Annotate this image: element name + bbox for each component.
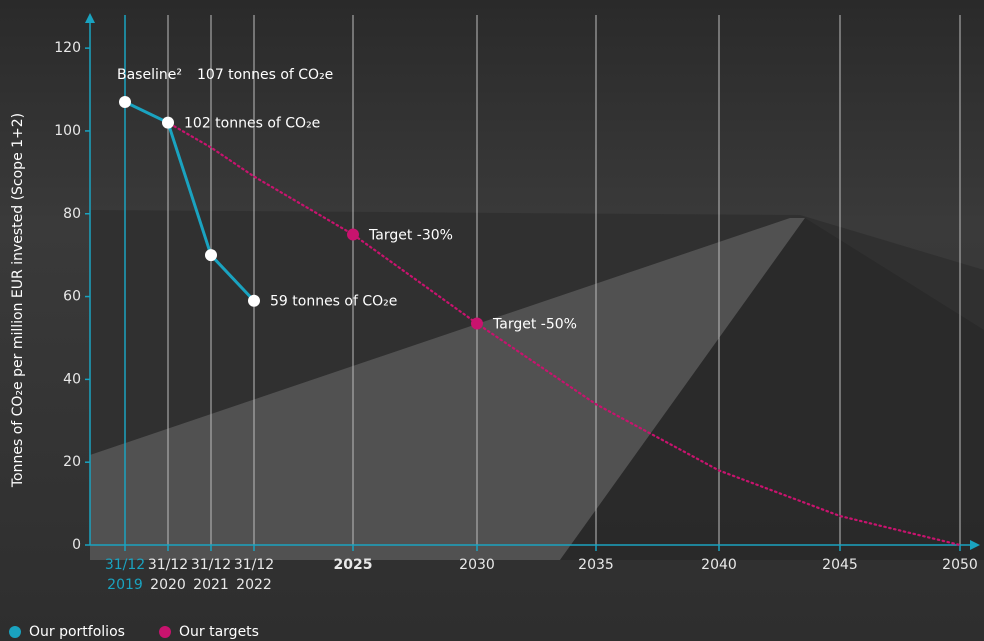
portfolio-point	[205, 249, 217, 262]
portfolio-point	[248, 294, 260, 307]
legend-swatch	[159, 626, 171, 638]
x-tick-label: 2045	[822, 557, 858, 573]
legend-swatch	[9, 626, 21, 638]
value-label: 59 tonnes of CO₂e	[270, 294, 397, 310]
background-road	[90, 218, 805, 560]
y-tick-label: 80	[63, 206, 81, 222]
x-tick-label: 2050	[942, 557, 978, 573]
target-label: Target -30%	[368, 227, 453, 243]
target-line	[123, 100, 962, 547]
y-tick-label: 0	[72, 537, 81, 553]
y-axis-label: Tonnes of CO₂e per million EUR invested …	[10, 113, 26, 488]
baseline-annotation: Baseline²	[117, 67, 182, 83]
y-tick-label: 60	[63, 289, 81, 305]
x-axis-arrow	[970, 540, 980, 550]
y-tick-label: 20	[63, 454, 81, 470]
y-tick-label: 100	[54, 123, 81, 139]
background-slope	[560, 218, 984, 560]
y-tick-label: 40	[63, 371, 81, 387]
y-axis-arrow	[85, 13, 95, 23]
portfolio-point	[119, 95, 131, 108]
x-tick-label: 2030	[459, 557, 495, 573]
value-label: 107 tonnes of CO₂e	[197, 67, 333, 83]
x-tick-label: 31/12 2021	[191, 557, 231, 593]
x-tick-label: 2025	[334, 557, 373, 573]
x-tick-label: 31/12 2022	[234, 557, 274, 593]
target-point	[471, 317, 483, 330]
portfolio-point	[162, 116, 174, 129]
legend-label: Our targets	[179, 624, 259, 640]
x-tick-label: 31/12 2019	[105, 557, 145, 593]
target-label: Target -50%	[492, 316, 577, 332]
x-tick-label: 2040	[701, 557, 737, 573]
x-tick-label: 31/12 2020	[148, 557, 188, 593]
x-tick-label: 2035	[578, 557, 614, 573]
value-label: 102 tonnes of CO₂e	[184, 116, 320, 132]
target-point	[347, 228, 359, 241]
y-tick-label: 120	[54, 40, 81, 56]
portfolio-line	[124, 100, 256, 302]
legend-label: Our portfolios	[29, 624, 125, 640]
